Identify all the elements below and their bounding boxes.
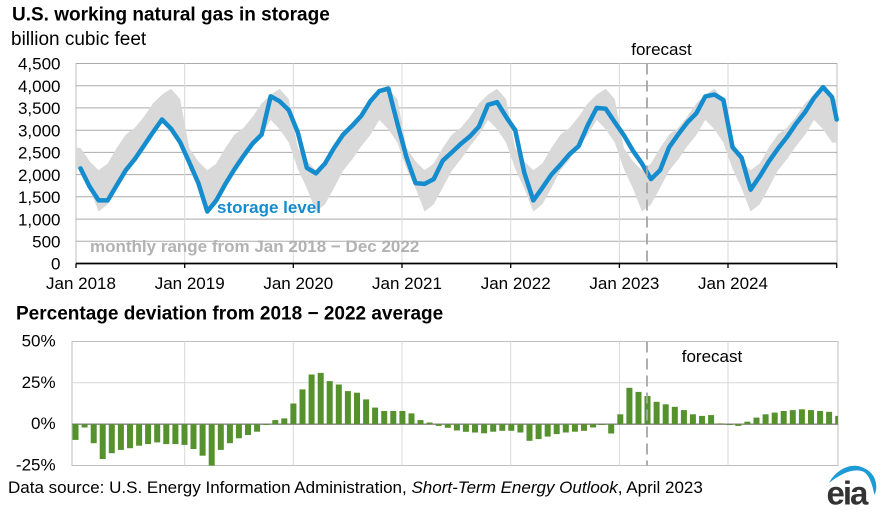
svg-text:billion cubic feet: billion cubic feet (11, 29, 147, 50)
svg-text:Data source: U.S. Energy Infor: Data source: U.S. Energy Information Adm… (8, 478, 703, 497)
svg-text:Jan 2024: Jan 2024 (698, 274, 768, 293)
svg-text:Jan 2023: Jan 2023 (589, 274, 659, 293)
svg-text:0%: 0% (31, 414, 56, 433)
svg-text:50%: 50% (22, 331, 56, 350)
svg-text:2,000: 2,000 (18, 166, 61, 185)
svg-text:25%: 25% (22, 373, 56, 392)
svg-text:0: 0 (51, 255, 60, 274)
svg-text:forecast: forecast (631, 40, 692, 59)
svg-text:1,500: 1,500 (18, 188, 61, 207)
svg-text:1,000: 1,000 (18, 210, 61, 229)
svg-text:eia: eia (827, 475, 870, 512)
svg-text:Jan 2022: Jan 2022 (481, 274, 551, 293)
svg-text:Percentage deviation from 2018: Percentage deviation from 2018 − 2022 av… (16, 304, 443, 325)
svg-text:Jan 2018: Jan 2018 (46, 274, 116, 293)
svg-text:U.S. working natural gas in st: U.S. working natural gas in storage (12, 5, 330, 26)
svg-text:Jan 2019: Jan 2019 (155, 274, 225, 293)
svg-text:storage level: storage level (217, 198, 321, 217)
svg-text:3,000: 3,000 (18, 121, 61, 140)
svg-text:4,500: 4,500 (18, 55, 61, 74)
svg-text:2,500: 2,500 (18, 144, 61, 163)
svg-text:Jan 2021: Jan 2021 (372, 274, 442, 293)
svg-text:forecast: forecast (682, 347, 743, 366)
svg-text:4,000: 4,000 (18, 77, 61, 96)
svg-text:500: 500 (32, 233, 60, 252)
svg-text:monthly range from Jan 2018 −: monthly range from Jan 2018 − Dec 2022 (90, 237, 419, 256)
svg-text:Jan 2020: Jan 2020 (263, 274, 333, 293)
svg-text:3,500: 3,500 (18, 99, 61, 118)
svg-text:-25%: -25% (16, 456, 56, 475)
